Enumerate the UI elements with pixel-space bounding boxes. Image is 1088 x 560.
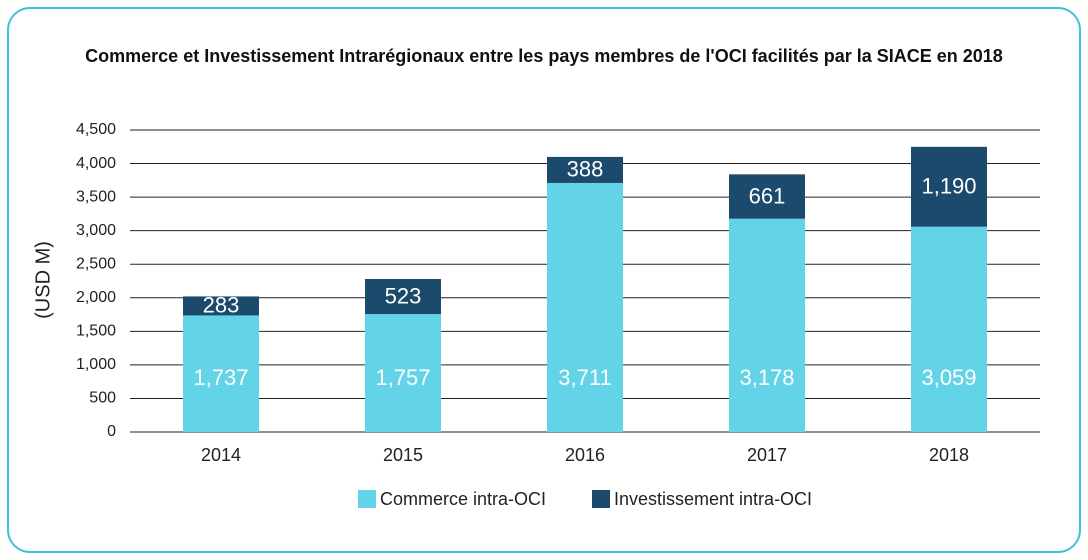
y-tick-label: 3,500 (76, 188, 116, 205)
data-label: 1,757 (375, 365, 430, 390)
y-tick-label: 1,500 (76, 323, 116, 340)
x-tick-label: 2016 (565, 445, 605, 465)
data-label: 523 (385, 283, 422, 308)
x-tick-label: 2018 (929, 445, 969, 465)
data-label: 3,059 (921, 365, 976, 390)
bar-segment (547, 182, 623, 432)
bar-segment (183, 296, 259, 316)
bar-segment (729, 174, 805, 219)
legend-label: Commerce intra-OCI (380, 489, 546, 509)
y-tick-label: 2,000 (76, 289, 116, 306)
y-tick-label: 2,500 (76, 255, 116, 272)
y-tick-label: 500 (89, 390, 116, 407)
legend-swatch (358, 490, 376, 508)
y-tick-label: 4,500 (76, 121, 116, 138)
bar-segment (365, 314, 441, 432)
data-label: 3,711 (558, 365, 611, 390)
y-tick-label: 4,000 (76, 155, 116, 172)
chart-title: Commerce et Investissement Intrarégionau… (85, 46, 1003, 66)
x-tick-label: 2015 (383, 445, 423, 465)
y-tick-label: 3,000 (76, 222, 116, 239)
data-label: 661 (749, 183, 786, 208)
y-axis-label: (USD M) (32, 241, 54, 319)
y-tick-label: 0 (107, 423, 116, 440)
bar-segment (183, 315, 259, 432)
legend-swatch (592, 490, 610, 508)
bar-segment (547, 156, 623, 183)
x-tick-label: 2014 (201, 445, 241, 465)
data-label: 3,178 (739, 365, 794, 390)
bar-segment (911, 146, 987, 227)
x-tick-label: 2017 (747, 445, 787, 465)
data-label: 1,190 (921, 174, 976, 199)
legend-label: Investissement intra-OCI (614, 489, 812, 509)
bar-segment (729, 218, 805, 432)
frame (7, 7, 1081, 553)
data-label: 388 (567, 157, 604, 182)
bar-segment (365, 278, 441, 315)
bar-segment (911, 226, 987, 432)
data-label: 1,737 (193, 365, 248, 390)
y-tick-label: 1,000 (76, 356, 116, 373)
data-label: 283 (203, 293, 240, 318)
